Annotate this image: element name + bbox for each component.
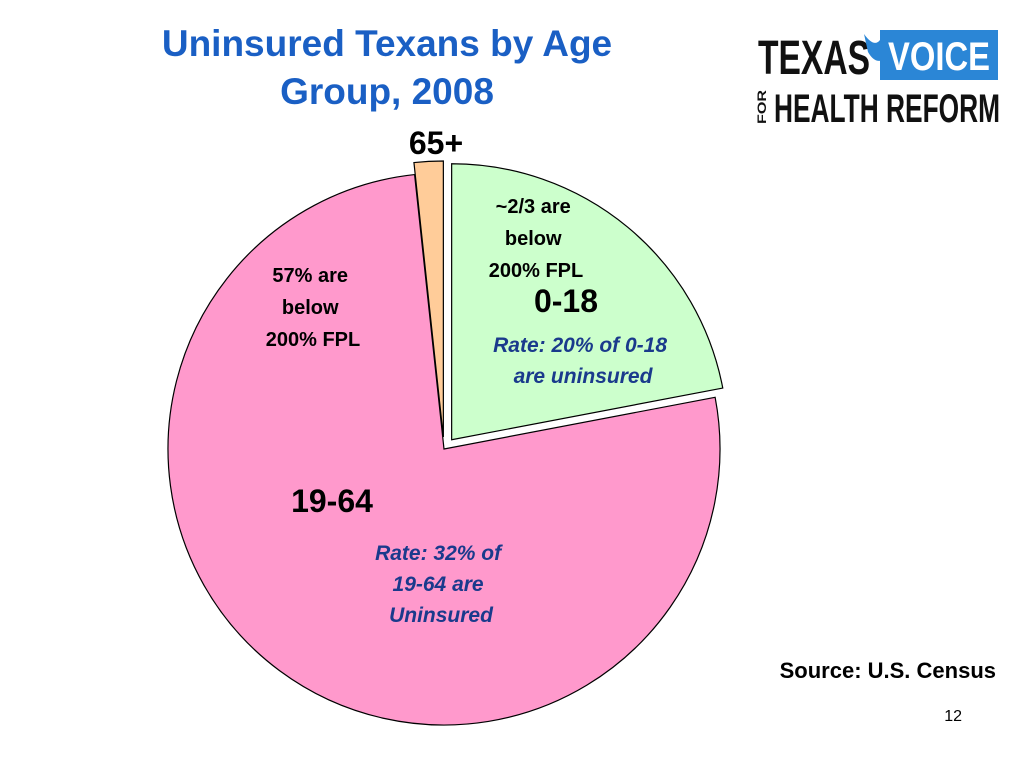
note-19-64: 57% are below 200% FPL [266, 265, 360, 351]
note-19-64-line-3: 200% FPL [266, 329, 360, 351]
rate-0-18-line-2: are uninsured [514, 365, 654, 388]
pie-slice-0-18 [451, 163, 724, 441]
logo-voice-box [880, 30, 998, 80]
label-0-18: 0-18 [534, 283, 598, 319]
rate-19-64: Rate: 32% of 19-64 are Uninsured [375, 542, 507, 627]
note-0-18-line-3: 200% FPL [489, 260, 583, 282]
label-65-plus: 65+ [409, 125, 463, 161]
logo-word-for: FOR [755, 90, 769, 124]
logo-word-texas: TEXAS [758, 32, 870, 85]
note-19-64-line-1: 57% are [272, 265, 348, 287]
slide-title-line-2: Group, 2008 [280, 71, 494, 112]
rate-0-18: Rate: 20% of 0-18 are uninsured [493, 334, 673, 388]
pie-slice-65-plus [413, 160, 444, 438]
note-19-64-line-2: below [282, 297, 339, 319]
rate-19-64-line-1: Rate: 32% of [375, 542, 503, 565]
rate-0-18-line-1: Rate: 20% of 0-18 [493, 334, 667, 357]
page-number: 12 [944, 708, 962, 725]
pie-slice-19-64 [167, 173, 721, 726]
logo-graphic: TEXAS VOICE FOR HEALTH REFORM [755, 30, 1000, 130]
source-note: Source: U.S. Census [779, 658, 996, 683]
rate-19-64-line-3: Uninsured [389, 604, 494, 627]
note-0-18: ~2/3 are below 200% FPL [489, 196, 583, 282]
logo-word-voice: VOICE [888, 35, 990, 79]
rate-19-64-line-2: 19-64 are [393, 573, 484, 596]
slide-title-line-1: Uninsured Texans by Age [161, 23, 613, 64]
slide-title: Uninsured Texans by Age Group, 2008 [92, 20, 682, 116]
note-0-18-line-1: ~2/3 are [496, 196, 571, 218]
note-0-18-line-2: below [505, 228, 562, 250]
pie-slices [167, 160, 724, 726]
texas-voice-logo: TEXAS VOICE FOR HEALTH REFORM [752, 18, 1004, 130]
logo-word-health-reform: HEALTH REFORM [774, 87, 1000, 130]
label-19-64: 19-64 [291, 483, 373, 519]
